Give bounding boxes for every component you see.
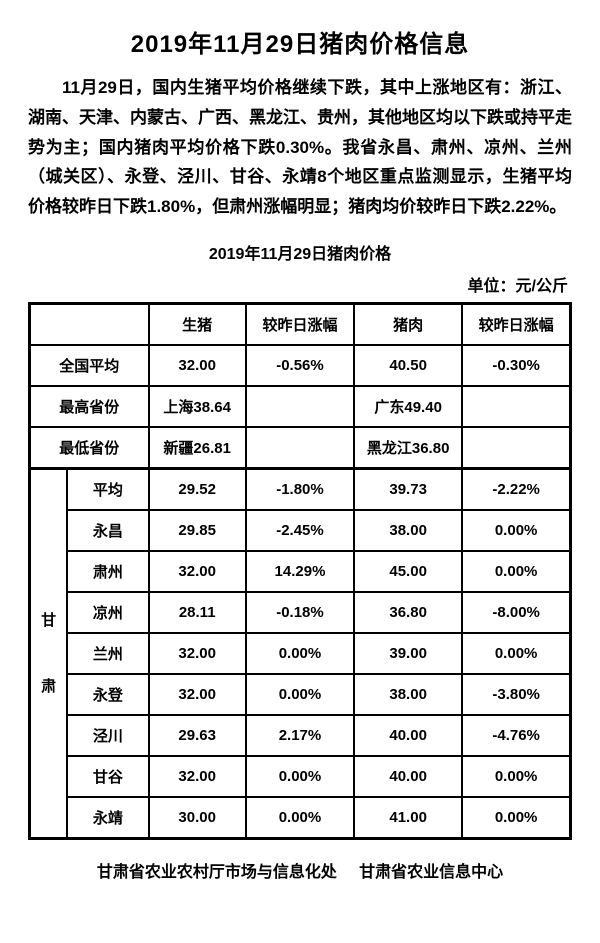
table-row: 永昌29.85-2.45%38.000.00%: [30, 510, 571, 551]
cell: 0.00%: [462, 797, 570, 839]
cell: 0.00%: [462, 756, 570, 797]
table-row: 永登32.000.00%38.00-3.80%: [30, 674, 571, 715]
cell: -4.76%: [462, 715, 570, 756]
row-label: 平均: [67, 468, 148, 510]
table-row: 甘谷32.000.00%40.000.00%: [30, 756, 571, 797]
cell: 0.00%: [246, 797, 354, 839]
cell: 新疆26.81: [149, 427, 246, 469]
page-title: 2019年11月29日猪肉价格信息: [28, 24, 572, 59]
cell: -2.45%: [246, 510, 354, 551]
cell: 36.80: [354, 592, 462, 633]
footer: 甘肃省农业农村厅市场与信息化处 甘肃省农业信息中心: [28, 858, 572, 882]
cell: [462, 386, 570, 427]
cell: 29.85: [149, 510, 246, 551]
header-pork: 猪肉: [354, 303, 462, 345]
row-label: 最低省份: [30, 427, 149, 469]
table-body: 生猪较昨日涨幅猪肉较昨日涨幅全国平均32.00-0.56%40.50-0.30%…: [30, 303, 571, 838]
row-label: 兰州: [67, 633, 148, 674]
table-title: 2019年11月29日猪肉价格: [28, 240, 572, 264]
table-row: 凉州28.11-0.18%36.80-8.00%: [30, 592, 571, 633]
table-row: 肃州32.0014.29%45.000.00%: [30, 551, 571, 592]
cell: 上海38.64: [149, 386, 246, 427]
cell: 2.17%: [246, 715, 354, 756]
cell: 30.00: [149, 797, 246, 839]
table-header-row: 生猪较昨日涨幅猪肉较昨日涨幅: [30, 303, 571, 345]
table-row: 最高省份上海38.64 广东49.40: [30, 386, 571, 427]
body-paragraph: 11月29日，国内生猪平均价格继续下跌，其中上涨地区有：浙江、湖南、天津、内蒙古…: [28, 73, 572, 222]
cell: -3.80%: [462, 674, 570, 715]
cell: [462, 427, 570, 469]
header-pig: 生猪: [149, 303, 246, 345]
footer-right: 甘肃省农业信息中心: [359, 858, 503, 882]
page-container: 2019年11月29日猪肉价格信息 11月29日，国内生猪平均价格继续下跌，其中…: [0, 0, 600, 902]
cell: 45.00: [354, 551, 462, 592]
cell: 14.29%: [246, 551, 354, 592]
row-label: 肃州: [67, 551, 148, 592]
unit-label: 单位：元/公斤: [28, 272, 568, 296]
cell: -0.18%: [246, 592, 354, 633]
cell: 32.00: [149, 633, 246, 674]
table-row: 甘肃平均29.52-1.80%39.73-2.22%: [30, 468, 571, 510]
cell: 广东49.40: [354, 386, 462, 427]
cell: -1.80%: [246, 468, 354, 510]
cell: 40.00: [354, 715, 462, 756]
cell: 39.00: [354, 633, 462, 674]
table-row: 永靖30.000.00%41.000.00%: [30, 797, 571, 839]
row-label: 泾川: [67, 715, 148, 756]
cell: 38.00: [354, 674, 462, 715]
header-pork-change: 较昨日涨幅: [462, 303, 570, 345]
table-row: 泾川29.632.17%40.00-4.76%: [30, 715, 571, 756]
table-row: 兰州32.000.00%39.000.00%: [30, 633, 571, 674]
cell: 0.00%: [462, 551, 570, 592]
row-label: 永登: [67, 674, 148, 715]
cell: 0.00%: [246, 633, 354, 674]
cell: -0.30%: [462, 345, 570, 386]
cell: 32.00: [149, 551, 246, 592]
cell: 38.00: [354, 510, 462, 551]
cell: 0.00%: [246, 674, 354, 715]
cell: 41.00: [354, 797, 462, 839]
cell: 0.00%: [462, 510, 570, 551]
cell: 40.50: [354, 345, 462, 386]
header-blank: [30, 303, 149, 345]
header-pig-change: 较昨日涨幅: [246, 303, 354, 345]
cell: 32.00: [149, 674, 246, 715]
cell: 32.00: [149, 756, 246, 797]
cell: 0.00%: [462, 633, 570, 674]
table-row: 最低省份新疆26.81 黑龙江36.80: [30, 427, 571, 469]
cell: 29.63: [149, 715, 246, 756]
row-label: 最高省份: [30, 386, 149, 427]
cell: 32.00: [149, 345, 246, 386]
cell: 28.11: [149, 592, 246, 633]
cell: 39.73: [354, 468, 462, 510]
cell: -8.00%: [462, 592, 570, 633]
table-row: 全国平均32.00-0.56%40.50-0.30%: [30, 345, 571, 386]
cell: -0.56%: [246, 345, 354, 386]
price-table: 生猪较昨日涨幅猪肉较昨日涨幅全国平均32.00-0.56%40.50-0.30%…: [28, 302, 572, 840]
cell: [246, 386, 354, 427]
cell: [246, 427, 354, 469]
row-label: 甘谷: [67, 756, 148, 797]
cell: -2.22%: [462, 468, 570, 510]
row-label: 凉州: [67, 592, 148, 633]
cell: 29.52: [149, 468, 246, 510]
row-label: 永昌: [67, 510, 148, 551]
cell: 0.00%: [246, 756, 354, 797]
row-label: 全国平均: [30, 345, 149, 386]
gansu-label-cell: 甘肃: [30, 468, 68, 838]
cell: 40.00: [354, 756, 462, 797]
row-label: 永靖: [67, 797, 148, 839]
cell: 黑龙江36.80: [354, 427, 462, 469]
footer-left: 甘肃省农业农村厅市场与信息化处: [97, 858, 337, 882]
